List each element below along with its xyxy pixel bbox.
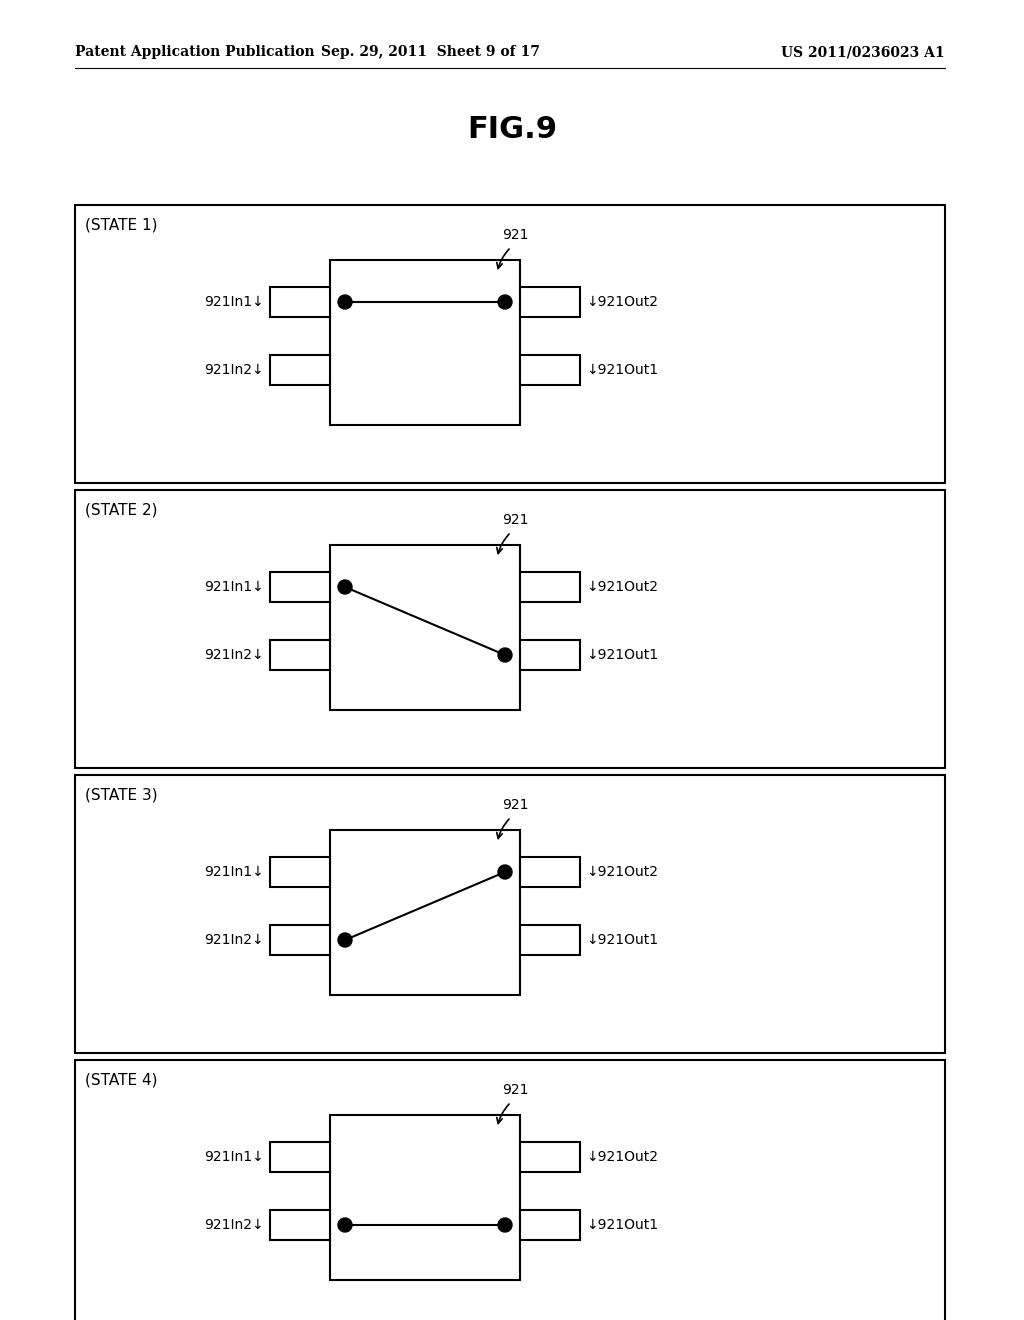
Text: ↓921Out2: ↓921Out2 bbox=[586, 1150, 658, 1164]
Text: 921In1↓: 921In1↓ bbox=[204, 294, 264, 309]
Text: (STATE 1): (STATE 1) bbox=[85, 218, 158, 232]
Text: 921: 921 bbox=[502, 228, 528, 242]
Bar bbox=[520, 286, 580, 317]
Bar bbox=[520, 640, 580, 671]
Text: 921In2↓: 921In2↓ bbox=[205, 363, 264, 378]
Bar bbox=[330, 260, 520, 425]
Text: FIG.9: FIG.9 bbox=[467, 116, 557, 144]
Text: ↓921Out2: ↓921Out2 bbox=[586, 579, 658, 594]
Text: ↓921Out2: ↓921Out2 bbox=[586, 865, 658, 879]
Bar bbox=[270, 925, 330, 954]
Text: ↓921Out1: ↓921Out1 bbox=[586, 1218, 658, 1232]
Bar bbox=[330, 830, 520, 995]
Text: (STATE 4): (STATE 4) bbox=[85, 1072, 158, 1088]
Text: US 2011/0236023 A1: US 2011/0236023 A1 bbox=[781, 45, 945, 59]
Bar bbox=[75, 775, 945, 1053]
Text: (STATE 2): (STATE 2) bbox=[85, 503, 158, 517]
Bar bbox=[520, 925, 580, 954]
Text: ↓921Out2: ↓921Out2 bbox=[586, 294, 658, 309]
Circle shape bbox=[498, 1218, 512, 1232]
Bar bbox=[75, 490, 945, 768]
Text: 921In2↓: 921In2↓ bbox=[205, 933, 264, 946]
Text: ↓921Out1: ↓921Out1 bbox=[586, 648, 658, 663]
Text: 921In1↓: 921In1↓ bbox=[204, 1150, 264, 1164]
Circle shape bbox=[498, 294, 512, 309]
Bar bbox=[270, 572, 330, 602]
Bar bbox=[270, 1142, 330, 1172]
Text: 921In1↓: 921In1↓ bbox=[204, 579, 264, 594]
Text: Sep. 29, 2011  Sheet 9 of 17: Sep. 29, 2011 Sheet 9 of 17 bbox=[321, 45, 540, 59]
Circle shape bbox=[498, 865, 512, 879]
Bar bbox=[270, 286, 330, 317]
Bar bbox=[520, 857, 580, 887]
Circle shape bbox=[338, 294, 352, 309]
Bar bbox=[270, 1210, 330, 1239]
Bar bbox=[520, 572, 580, 602]
Text: 921In1↓: 921In1↓ bbox=[204, 865, 264, 879]
Text: 921In2↓: 921In2↓ bbox=[205, 1218, 264, 1232]
Circle shape bbox=[338, 933, 352, 946]
Circle shape bbox=[338, 579, 352, 594]
Bar bbox=[270, 355, 330, 385]
Bar bbox=[520, 1142, 580, 1172]
Text: ↓921Out1: ↓921Out1 bbox=[586, 933, 658, 946]
Bar bbox=[75, 1060, 945, 1320]
Circle shape bbox=[498, 648, 512, 663]
Text: ↓921Out1: ↓921Out1 bbox=[586, 363, 658, 378]
Text: Patent Application Publication: Patent Application Publication bbox=[75, 45, 314, 59]
Bar bbox=[520, 355, 580, 385]
Bar bbox=[270, 857, 330, 887]
Bar bbox=[330, 1115, 520, 1280]
Bar bbox=[270, 640, 330, 671]
Text: (STATE 3): (STATE 3) bbox=[85, 788, 158, 803]
Text: 921: 921 bbox=[502, 513, 528, 527]
Text: 921In2↓: 921In2↓ bbox=[205, 648, 264, 663]
Bar bbox=[520, 1210, 580, 1239]
Bar bbox=[75, 205, 945, 483]
Text: 921: 921 bbox=[502, 799, 528, 812]
Circle shape bbox=[338, 1218, 352, 1232]
Text: 921: 921 bbox=[502, 1082, 528, 1097]
Bar bbox=[330, 545, 520, 710]
